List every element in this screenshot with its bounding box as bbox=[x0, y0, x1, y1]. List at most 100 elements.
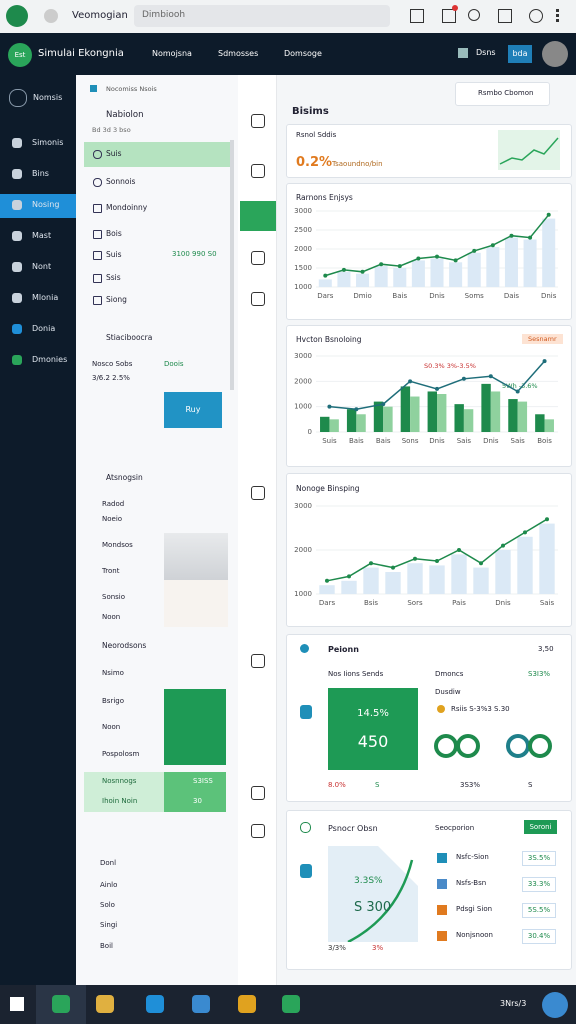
list-icon bbox=[93, 204, 102, 213]
nav-item[interactable]: Sdmosses bbox=[218, 49, 259, 58]
tool-icon[interactable] bbox=[251, 164, 265, 178]
group-item[interactable]: Bsrigo bbox=[102, 697, 124, 705]
tool-icon[interactable] bbox=[251, 114, 265, 128]
sidebar bbox=[0, 75, 76, 985]
taskbar-app[interactable] bbox=[192, 995, 210, 1013]
select[interactable] bbox=[455, 82, 550, 106]
toolbar-icon[interactable] bbox=[468, 9, 480, 21]
list-label[interactable]: Pdsgi Sion bbox=[456, 905, 493, 913]
sidebar-top[interactable]: Nomsis bbox=[33, 93, 63, 102]
list-item[interactable]: Ssis bbox=[106, 273, 121, 282]
toolbar-icon[interactable] bbox=[442, 9, 456, 23]
green-item[interactable]: Ihoin Noin bbox=[102, 797, 138, 805]
taskbar-app[interactable] bbox=[96, 995, 114, 1013]
sidebar-item[interactable]: Nont bbox=[32, 262, 52, 271]
section-title: Nabiolon bbox=[106, 110, 144, 120]
tool-icon[interactable] bbox=[251, 654, 265, 668]
info-title: Stiaciboocra bbox=[106, 333, 153, 342]
sidebar-item[interactable]: Mlonia bbox=[32, 293, 59, 302]
toolbar-icon[interactable] bbox=[410, 9, 424, 23]
start-button[interactable] bbox=[10, 997, 24, 1011]
bar bbox=[356, 273, 370, 287]
browser-icon[interactable] bbox=[6, 5, 28, 27]
sidebar-item[interactable]: Simonis bbox=[32, 138, 64, 147]
list-icon bbox=[437, 853, 447, 863]
taskbar-app[interactable] bbox=[146, 995, 164, 1013]
sidebar-item[interactable]: Donia bbox=[32, 324, 56, 333]
panel-button[interactable]: Ruy bbox=[164, 392, 222, 428]
user-name[interactable]: Dsns bbox=[476, 48, 496, 57]
footer-item[interactable]: Singi bbox=[100, 921, 118, 929]
sidebar-item[interactable]: Mast bbox=[32, 231, 52, 240]
list-icon bbox=[437, 879, 447, 889]
footer-item[interactable]: Boil bbox=[100, 942, 113, 950]
nav-item[interactable]: Nomojsna bbox=[152, 49, 192, 58]
group-item[interactable]: Radod bbox=[102, 500, 125, 508]
sidebar-item[interactable]: Dmonies bbox=[32, 355, 68, 364]
group-item[interactable]: Noon bbox=[102, 723, 121, 731]
menu-icon[interactable] bbox=[556, 14, 559, 17]
sparkline bbox=[498, 130, 560, 170]
sidebar-item[interactable]: Bins bbox=[32, 169, 49, 178]
list-value: 3S.5% bbox=[522, 851, 556, 866]
info-link[interactable]: Doois bbox=[164, 360, 184, 368]
list-item[interactable]: Suis bbox=[106, 149, 122, 158]
app-logo[interactable]: Est bbox=[8, 43, 32, 67]
bar bbox=[449, 262, 463, 287]
taskbar-app[interactable] bbox=[238, 995, 256, 1013]
list-label[interactable]: Nsfs-Bsn bbox=[456, 879, 487, 887]
group-item[interactable]: Tront bbox=[102, 567, 120, 575]
tool-icon[interactable] bbox=[251, 292, 265, 306]
footer-item[interactable]: Donl bbox=[100, 859, 117, 867]
tab-icon bbox=[44, 9, 58, 23]
list-item[interactable]: Bois bbox=[106, 229, 122, 238]
tray-globe[interactable] bbox=[542, 992, 568, 1018]
group-item[interactable]: Mondsos bbox=[102, 541, 133, 549]
group-item[interactable]: Noeio bbox=[102, 515, 123, 523]
tool-icon[interactable] bbox=[251, 786, 265, 800]
y-tick-label: 2000 bbox=[294, 245, 312, 253]
tab-title[interactable]: Veomogian bbox=[72, 10, 128, 21]
taskbar-app[interactable] bbox=[52, 995, 70, 1013]
group-item[interactable]: Pospolosm bbox=[102, 750, 140, 758]
footer-item[interactable]: Ainlo bbox=[100, 881, 118, 889]
taskbar-app[interactable] bbox=[282, 995, 300, 1013]
group-item[interactable]: Sonsio bbox=[102, 593, 126, 601]
header-button[interactable]: bda bbox=[508, 45, 532, 63]
x-tick-label: Sais bbox=[511, 437, 526, 445]
bottom-button[interactable]: Soroni bbox=[524, 820, 557, 834]
point bbox=[515, 389, 520, 394]
list-item[interactable]: Sonnois bbox=[106, 177, 136, 186]
toolbar-icon[interactable] bbox=[529, 9, 543, 23]
list-label[interactable]: Nsfc-Sion bbox=[456, 853, 489, 861]
tool-icon[interactable] bbox=[251, 251, 265, 265]
nav-item[interactable]: Domsoge bbox=[284, 49, 322, 58]
group-item[interactable]: Nsimo bbox=[102, 669, 124, 677]
group-item[interactable]: Noon bbox=[102, 613, 121, 621]
list-item[interactable]: Mondoinny bbox=[106, 203, 148, 212]
address-bar[interactable] bbox=[134, 5, 390, 27]
list-item[interactable]: Siong bbox=[106, 295, 127, 304]
metrics-row-mid: Dmoncs bbox=[435, 670, 464, 678]
toolbar-icon[interactable] bbox=[498, 9, 512, 23]
chart-annotation: 5Wh -3.6% bbox=[502, 382, 538, 390]
tool-icon[interactable] bbox=[251, 486, 265, 500]
tool-icon[interactable] bbox=[251, 824, 265, 838]
group-title: Atsnogsin bbox=[106, 473, 143, 482]
point bbox=[528, 235, 533, 240]
x-tick-label: Bais bbox=[392, 292, 407, 300]
list-icon bbox=[93, 230, 102, 239]
stat-value: 0.2% bbox=[296, 155, 333, 170]
sidebar-item[interactable]: Nosing bbox=[32, 200, 60, 209]
green-item[interactable]: Nosnnogs bbox=[102, 777, 137, 785]
chart: 1000 1500 2000 2500 3000 Dars Dmio Bais Dnis Soms… bbox=[294, 207, 558, 300]
list-label[interactable]: Nonjsnoon bbox=[456, 931, 493, 939]
y-tick-label: 0 bbox=[308, 428, 312, 436]
tool-active[interactable] bbox=[240, 201, 276, 231]
list-item[interactable]: Suis bbox=[106, 250, 122, 259]
y-tick-label: 1500 bbox=[294, 264, 312, 272]
sidebar-icon bbox=[12, 169, 22, 179]
avatar[interactable] bbox=[542, 41, 568, 67]
bar bbox=[523, 239, 537, 287]
footer-item[interactable]: Solo bbox=[100, 901, 115, 909]
